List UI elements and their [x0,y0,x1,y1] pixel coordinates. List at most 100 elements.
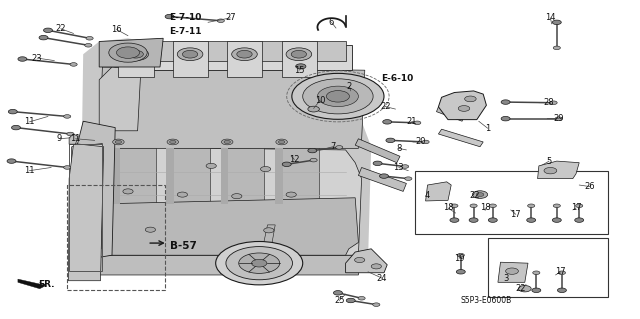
Text: 18: 18 [443,204,453,212]
Circle shape [217,19,225,23]
Text: 22: 22 [56,24,66,33]
Text: 23: 23 [32,54,42,63]
Polygon shape [86,198,358,255]
Circle shape [532,288,541,293]
Circle shape [552,218,561,222]
Polygon shape [275,148,283,204]
Text: 16: 16 [111,25,122,34]
Circle shape [358,296,365,300]
Polygon shape [86,147,362,255]
Polygon shape [498,262,528,282]
Text: 21: 21 [406,117,417,126]
Text: 20: 20 [415,137,426,146]
Polygon shape [166,148,174,204]
Bar [67,185,165,290]
Text: 17: 17 [571,204,581,212]
Text: E-6-10: E-6-10 [381,74,413,83]
Polygon shape [355,139,400,163]
Circle shape [8,109,17,114]
Circle shape [115,140,122,144]
Polygon shape [426,182,451,201]
Circle shape [109,43,147,62]
Circle shape [63,166,71,169]
Circle shape [67,132,74,136]
Circle shape [488,218,497,222]
Circle shape [317,86,358,107]
Text: 4: 4 [425,191,430,200]
Text: 12: 12 [289,155,300,164]
Circle shape [383,120,392,124]
Circle shape [260,167,271,172]
Text: E-7-11: E-7-11 [170,27,202,36]
Text: 10: 10 [315,96,325,105]
Polygon shape [438,129,483,147]
Circle shape [489,204,497,208]
Circle shape [413,121,421,125]
Circle shape [456,270,465,274]
Circle shape [232,194,242,199]
Circle shape [308,106,319,112]
Text: 14: 14 [545,13,556,22]
Polygon shape [118,41,154,77]
Polygon shape [80,38,371,271]
Circle shape [44,28,52,33]
Text: 22: 22 [516,284,526,293]
Circle shape [292,73,384,119]
Circle shape [237,50,252,58]
Circle shape [550,101,557,105]
Text: S5P3-E0600B: S5P3-E0600B [461,296,512,305]
Bar [488,238,608,297]
Text: 27: 27 [225,13,236,22]
Text: 11: 11 [24,166,35,175]
Circle shape [239,253,280,273]
Circle shape [123,48,148,61]
Polygon shape [312,83,365,108]
Circle shape [296,64,306,69]
Circle shape [86,36,93,40]
Circle shape [326,91,349,102]
Circle shape [355,257,365,263]
Circle shape [18,57,27,61]
Circle shape [216,241,303,285]
Circle shape [123,189,133,194]
Circle shape [557,288,566,293]
Circle shape [303,79,373,114]
Polygon shape [99,67,365,148]
Circle shape [165,14,174,19]
Circle shape [308,148,317,153]
Polygon shape [282,41,317,77]
Polygon shape [83,255,362,275]
Text: 9: 9 [57,134,62,143]
Circle shape [527,218,536,222]
Circle shape [386,138,395,143]
Circle shape [575,204,583,208]
Polygon shape [166,148,210,204]
Circle shape [470,204,477,208]
Text: 1: 1 [485,124,490,133]
Circle shape [458,106,470,111]
Polygon shape [69,134,78,144]
Circle shape [373,161,382,166]
Text: 11: 11 [70,134,81,143]
Text: 8: 8 [396,144,401,153]
Text: B-57: B-57 [170,241,196,251]
Text: 17: 17 [556,267,566,276]
Circle shape [501,116,510,121]
Circle shape [371,264,381,269]
Polygon shape [173,41,208,77]
Text: 26: 26 [585,182,595,191]
Circle shape [518,286,531,292]
Circle shape [291,50,307,58]
Circle shape [401,165,409,168]
Circle shape [167,139,179,145]
Circle shape [264,228,274,233]
Polygon shape [99,67,141,131]
Text: 19: 19 [454,254,465,263]
Circle shape [465,96,476,102]
Circle shape [333,291,342,295]
Polygon shape [112,148,120,204]
Circle shape [553,46,561,50]
Text: 6: 6 [329,18,334,27]
Circle shape [532,271,540,275]
Circle shape [380,174,388,178]
